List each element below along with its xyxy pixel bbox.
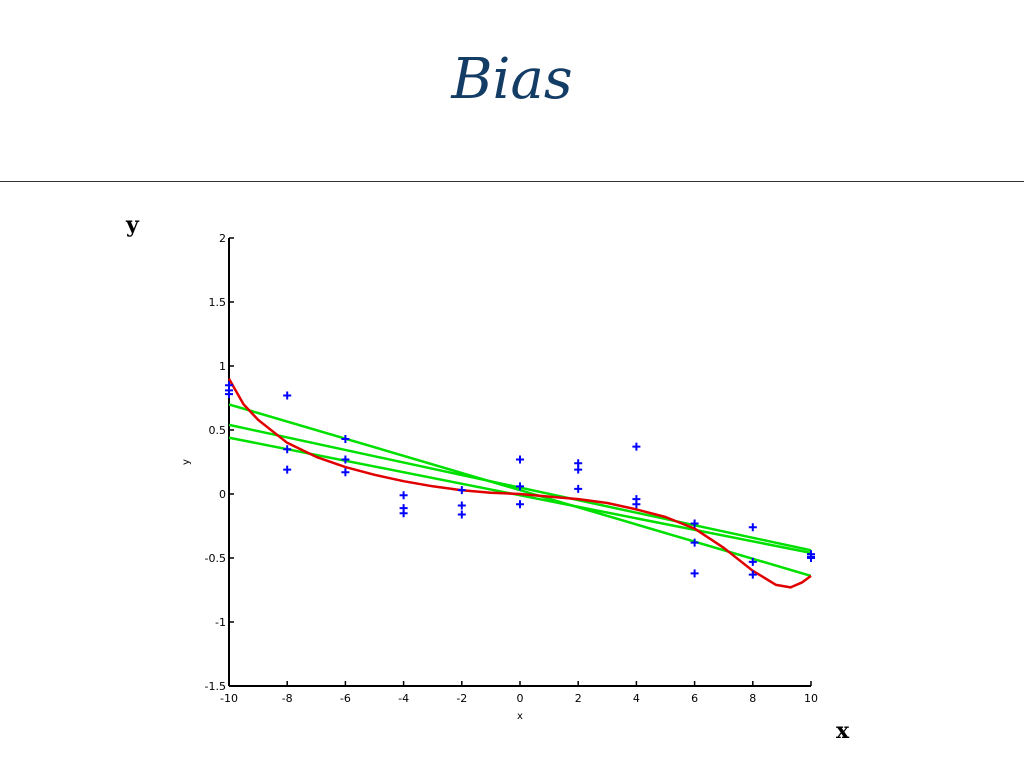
y-tick-label: 0.5 xyxy=(209,424,227,437)
y-tick-label: -1.5 xyxy=(205,680,226,693)
data-point-marker xyxy=(225,390,233,399)
data-point-marker xyxy=(632,500,641,509)
data-point-marker xyxy=(574,484,583,493)
data-point-marker xyxy=(807,554,815,562)
data-point-marker xyxy=(748,557,757,566)
data-point-marker xyxy=(690,519,699,528)
data-point-marker xyxy=(341,434,350,443)
x-tick-label: -8 xyxy=(282,692,293,705)
data-point-marker xyxy=(283,445,292,454)
data-point-marker xyxy=(341,455,350,464)
data-point-marker xyxy=(457,501,466,510)
y-tick-label: 2 xyxy=(219,232,226,245)
data-point-marker xyxy=(516,455,524,464)
data-point-marker xyxy=(632,442,641,451)
x-tick-label: 2 xyxy=(575,692,582,705)
x-tick-label: 0 xyxy=(517,692,524,705)
data-point-marker xyxy=(516,500,524,509)
data-point-marker xyxy=(457,486,466,495)
slide-x-label: x xyxy=(836,718,850,744)
x-tick-label: 4 xyxy=(633,692,640,705)
data-point-marker xyxy=(283,391,292,400)
data-point-marker xyxy=(690,538,699,547)
y-tick-label: 1.5 xyxy=(209,296,227,309)
x-tick-label: -10 xyxy=(220,692,238,705)
true-function-curve xyxy=(227,378,812,589)
title-divider xyxy=(0,181,1024,182)
data-point-marker xyxy=(574,465,583,474)
y-tick-label: 0 xyxy=(219,488,226,501)
y-axis-title: y xyxy=(181,459,192,465)
data-point-marker xyxy=(399,509,408,518)
fit-line-3 xyxy=(229,436,811,555)
y-tick-label: 1 xyxy=(219,360,226,373)
data-point-marker xyxy=(457,510,466,519)
x-tick-label: 8 xyxy=(749,692,756,705)
data-point-marker xyxy=(399,491,408,500)
data-point-marker xyxy=(748,523,757,532)
data-point-marker xyxy=(690,569,699,578)
slide-y-label: y xyxy=(126,212,139,238)
x-tick-label: 10 xyxy=(804,692,818,705)
y-tick-label: -0.5 xyxy=(205,552,226,565)
y-tick-label: -1 xyxy=(215,616,226,629)
data-point-marker xyxy=(283,465,292,474)
slide-title: Bias xyxy=(451,47,573,112)
data-point-marker xyxy=(516,482,524,491)
data-point-marker xyxy=(341,468,350,477)
x-axis-title: x xyxy=(517,711,523,722)
x-tick-label: 6 xyxy=(691,692,698,705)
x-tick-label: -4 xyxy=(398,692,409,705)
x-tick-label: -6 xyxy=(340,692,351,705)
x-tick-label: -2 xyxy=(456,692,467,705)
data-point-marker xyxy=(748,570,757,579)
